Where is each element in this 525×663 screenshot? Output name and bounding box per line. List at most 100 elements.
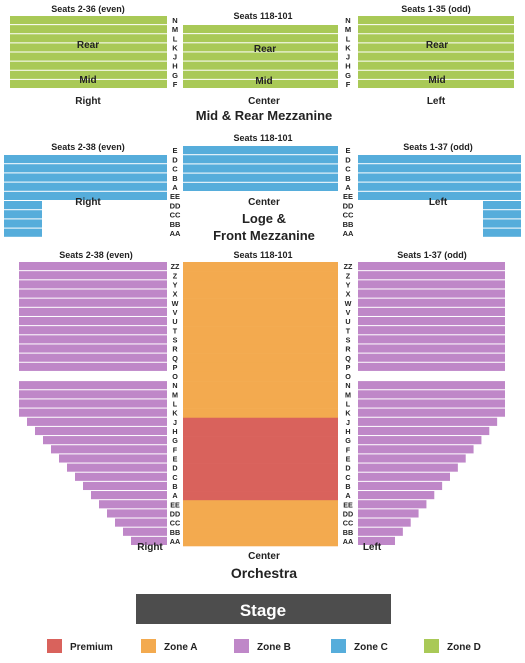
mezz-center-row-strip[interactable] — [183, 61, 338, 70]
mezz-right-row-strip[interactable] — [358, 16, 514, 25]
loge-center-block[interactable] — [183, 146, 338, 191]
orch-left-row-strip[interactable] — [91, 491, 167, 500]
orch-left-side-block[interactable] — [358, 262, 505, 545]
mezz-center-row-strip[interactable] — [183, 79, 338, 88]
mezz-left-row-strip[interactable] — [10, 79, 167, 89]
orch-right-row-strip[interactable] — [358, 454, 466, 463]
orch-right-row-strip[interactable] — [358, 426, 490, 436]
orch-right-row-strip[interactable] — [358, 262, 505, 271]
mezz-center-row-strip[interactable] — [183, 70, 338, 79]
orch-right-row-strip[interactable] — [358, 390, 505, 399]
mezz-left-row-strip[interactable] — [10, 34, 167, 43]
orch-left-row-strip[interactable] — [19, 316, 167, 326]
orch-right-row-strip[interactable] — [358, 271, 505, 280]
orch-center-row-strip[interactable] — [183, 326, 338, 336]
orch-right-row-strip[interactable] — [358, 307, 505, 316]
orch-center-row-strip[interactable] — [183, 481, 338, 492]
orch-left-row-strip[interactable] — [43, 436, 167, 445]
mezz-right-row-strip[interactable] — [358, 52, 514, 61]
orch-center-row-strip[interactable] — [183, 262, 338, 272]
orch-center-row-strip[interactable] — [183, 518, 338, 528]
orch-center-row-strip[interactable] — [183, 454, 338, 464]
orch-left-row-strip[interactable] — [19, 326, 167, 335]
orch-left-row-strip[interactable] — [19, 280, 167, 289]
orch-center-row-strip[interactable] — [183, 527, 338, 538]
loge-center-row-strip[interactable] — [183, 146, 338, 155]
mezz-center-block[interactable] — [183, 25, 338, 88]
orch-right-row-strip[interactable] — [358, 436, 482, 445]
orch-right-row-strip[interactable] — [358, 362, 505, 371]
orch-left-row-strip[interactable] — [35, 426, 167, 436]
orch-center-row-strip[interactable] — [183, 500, 338, 510]
orch-right-row-strip[interactable] — [358, 491, 435, 500]
orch-right-row-strip[interactable] — [358, 481, 443, 491]
orch-right-row-strip[interactable] — [358, 527, 403, 536]
mezz-right-row-strip[interactable] — [358, 79, 514, 89]
loge-right-row-strip[interactable] — [483, 228, 521, 237]
orch-left-row-strip[interactable] — [19, 399, 167, 408]
loge-right-row-strip[interactable] — [483, 219, 521, 228]
orch-right-row-strip[interactable] — [358, 289, 505, 298]
orch-left-row-strip[interactable] — [59, 454, 167, 463]
orch-center-row-strip[interactable] — [183, 381, 338, 391]
orch-left-row-strip[interactable] — [67, 463, 167, 472]
orch-center-row-strip[interactable] — [183, 362, 338, 373]
orch-center-row-strip[interactable] — [183, 445, 338, 455]
loge-left-row-strip[interactable] — [4, 228, 42, 237]
mezz-left-row-strip[interactable] — [10, 61, 167, 70]
orch-left-row-strip[interactable] — [107, 509, 167, 518]
orch-right-side-block[interactable] — [19, 262, 167, 545]
orch-center-row-strip[interactable] — [183, 491, 338, 501]
loge-left-row-strip[interactable] — [4, 201, 42, 210]
orch-left-row-strip[interactable] — [115, 518, 167, 527]
orch-left-row-strip[interactable] — [99, 500, 167, 509]
loge-right-row-strip[interactable] — [358, 182, 521, 191]
orch-center-row-strip[interactable] — [183, 371, 338, 382]
orch-center-row-strip[interactable] — [183, 417, 338, 428]
orch-right-row-strip[interactable] — [358, 353, 505, 362]
mezz-left-side-block[interactable] — [358, 16, 514, 89]
orch-right-row-strip[interactable] — [358, 463, 458, 472]
orch-right-row-strip[interactable] — [358, 298, 505, 307]
mezz-left-row-strip[interactable] — [10, 52, 167, 61]
orch-center-row-strip[interactable] — [183, 298, 338, 309]
mezz-center-row-strip[interactable] — [183, 43, 338, 52]
orch-center-row-strip[interactable] — [183, 426, 338, 437]
orch-left-row-strip[interactable] — [19, 381, 167, 390]
orch-center-row-strip[interactable] — [183, 436, 338, 446]
loge-right-row-strip[interactable] — [483, 210, 521, 219]
orch-center-row-strip[interactable] — [183, 472, 338, 483]
mezz-left-row-strip[interactable] — [10, 16, 167, 25]
orch-left-row-strip[interactable] — [51, 445, 167, 454]
orch-left-row-strip[interactable] — [19, 289, 167, 298]
orch-left-row-strip[interactable] — [75, 472, 167, 481]
orch-right-row-strip[interactable] — [358, 445, 474, 454]
orch-center-block[interactable] — [183, 262, 338, 547]
mezz-center-row-strip[interactable] — [183, 52, 338, 61]
orch-center-row-strip[interactable] — [183, 390, 338, 400]
loge-right-row-strip[interactable] — [358, 173, 521, 182]
mezz-center-row-strip[interactable] — [183, 25, 338, 34]
orch-right-row-strip[interactable] — [358, 408, 505, 417]
mezz-left-row-strip[interactable] — [10, 43, 167, 52]
loge-right-side-block[interactable] — [4, 155, 167, 237]
loge-center-row-strip[interactable] — [183, 173, 338, 182]
orch-left-row-strip[interactable] — [19, 307, 167, 316]
loge-left-row-strip[interactable] — [4, 155, 167, 164]
orch-center-row-strip[interactable] — [183, 271, 338, 281]
orch-center-row-strip[interactable] — [183, 399, 338, 409]
orch-left-row-strip[interactable] — [19, 335, 167, 344]
mezz-right-row-strip[interactable] — [358, 43, 514, 52]
mezz-left-row-strip[interactable] — [10, 25, 167, 34]
orch-left-row-strip[interactable] — [27, 417, 167, 426]
orch-center-row-strip[interactable] — [183, 335, 338, 345]
orch-right-row-strip[interactable] — [358, 326, 505, 335]
mezz-right-row-strip[interactable] — [358, 34, 514, 43]
orch-center-row-strip[interactable] — [183, 307, 338, 318]
mezz-right-row-strip[interactable] — [358, 70, 514, 79]
loge-left-row-strip[interactable] — [4, 182, 167, 191]
loge-left-row-strip[interactable] — [4, 210, 42, 219]
orch-center-row-strip[interactable] — [183, 289, 338, 299]
loge-left-row-strip[interactable] — [4, 173, 167, 182]
orch-left-row-strip[interactable] — [19, 390, 167, 399]
